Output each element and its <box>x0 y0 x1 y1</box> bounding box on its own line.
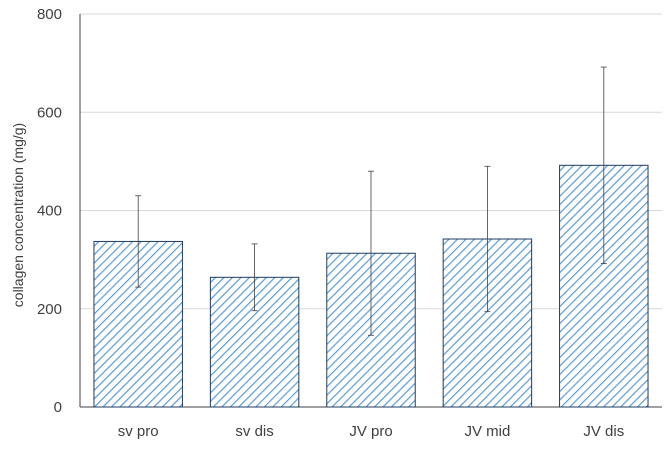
x-tick-label: JV pro <box>349 423 392 440</box>
x-tick-label: sv dis <box>235 423 273 440</box>
error-bars <box>135 66 607 336</box>
y-tick-labels: 0 200 400 600 800 <box>37 6 62 416</box>
y-tick-label: 800 <box>37 6 62 23</box>
y-axis-label: collagen concentration (mg/g) <box>10 123 26 307</box>
x-tick-label: JV dis <box>583 423 624 440</box>
y-tick-label: 400 <box>37 203 62 220</box>
y-tick-label: 0 <box>54 399 62 416</box>
x-tick-label: JV mid <box>464 423 510 440</box>
x-tick-labels: sv pro sv dis JV pro JV mid JV dis <box>118 423 624 440</box>
y-tick-label: 600 <box>37 104 62 121</box>
y-tick-label: 200 <box>37 301 62 318</box>
x-tick-label: sv pro <box>118 423 159 440</box>
